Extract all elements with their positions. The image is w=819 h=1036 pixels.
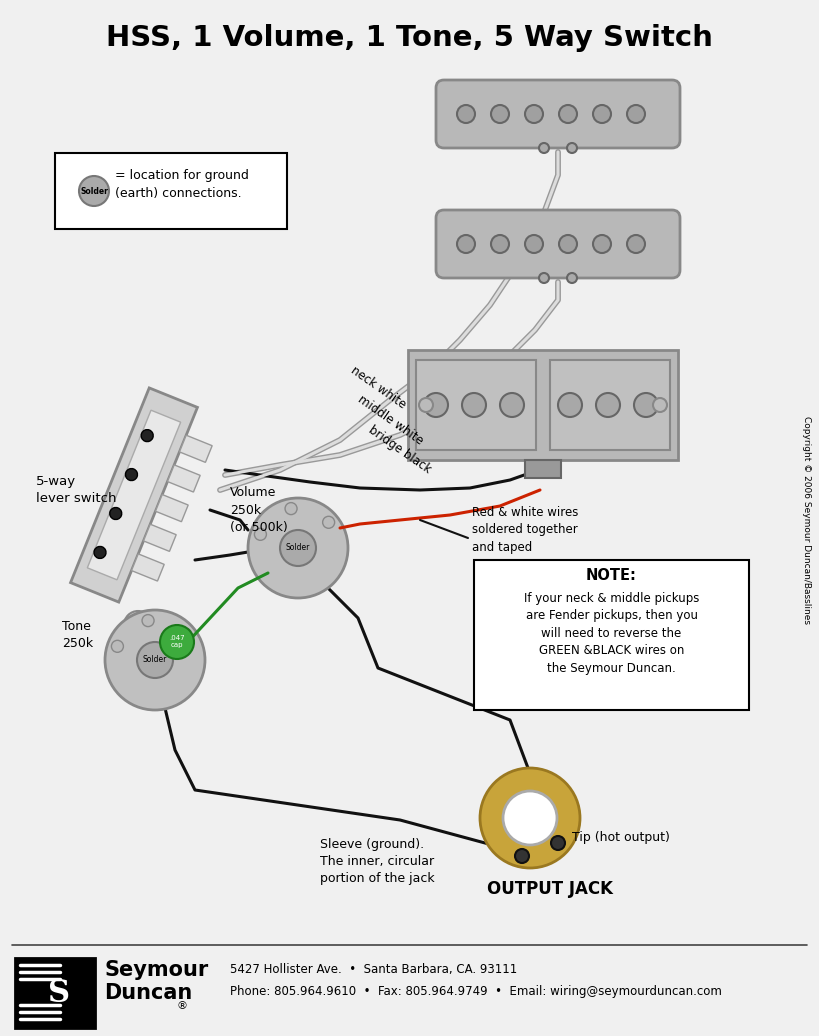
Bar (550, 359, 670, 450)
Text: = location for ground
(earth) connections.: = location for ground (earth) connection… (115, 170, 249, 201)
Circle shape (593, 105, 611, 123)
Text: Phone: 805.964.9610  •  Fax: 805.964.9749  •  Email: wiring@seymourduncan.com: Phone: 805.964.9610 • Fax: 805.964.9749 … (230, 985, 722, 999)
Circle shape (503, 792, 557, 845)
Circle shape (111, 640, 124, 653)
Circle shape (559, 235, 577, 253)
Circle shape (539, 274, 549, 283)
Bar (88, 410, 181, 580)
Circle shape (457, 235, 475, 253)
Circle shape (596, 393, 620, 418)
Circle shape (280, 530, 316, 566)
Bar (179, 435, 212, 462)
Circle shape (627, 235, 645, 253)
Text: Solder: Solder (286, 544, 310, 552)
Circle shape (285, 502, 297, 515)
Text: neck white: neck white (348, 365, 408, 411)
Circle shape (141, 430, 153, 441)
Bar (55, 153, 287, 229)
Text: Red & white wires
soldered together
and taped: Red & white wires soldered together and … (472, 507, 578, 553)
Bar (474, 560, 749, 710)
Text: If your neck & middle pickups
are Fender pickups, then you
will need to reverse : If your neck & middle pickups are Fender… (524, 592, 699, 675)
Text: Volume
250k
(or 500k): Volume 250k (or 500k) (230, 487, 287, 534)
Circle shape (491, 235, 509, 253)
Text: Seymour: Seymour (104, 960, 208, 980)
Circle shape (79, 176, 109, 206)
Circle shape (593, 235, 611, 253)
Circle shape (248, 498, 348, 598)
Text: Sleeve (ground).
The inner, circular
portion of the jack: Sleeve (ground). The inner, circular por… (320, 838, 435, 885)
Bar (15, 958, 95, 1028)
Circle shape (480, 768, 580, 868)
Circle shape (419, 398, 433, 412)
Circle shape (558, 393, 582, 418)
FancyBboxPatch shape (436, 210, 680, 278)
Text: Tip (hot output): Tip (hot output) (572, 832, 670, 844)
Circle shape (255, 528, 266, 541)
Circle shape (515, 848, 529, 863)
Circle shape (110, 508, 122, 519)
Circle shape (125, 468, 138, 481)
Circle shape (491, 105, 509, 123)
Text: middle white: middle white (355, 393, 425, 448)
Circle shape (457, 105, 475, 123)
Bar (416, 359, 536, 450)
Circle shape (634, 393, 658, 418)
Circle shape (462, 393, 486, 418)
Circle shape (525, 235, 543, 253)
Text: Duncan: Duncan (104, 983, 192, 1003)
Bar (408, 350, 678, 460)
Circle shape (627, 105, 645, 123)
Text: ®: ® (176, 1001, 187, 1011)
Text: 5427 Hollister Ave.  •  Santa Barbara, CA. 93111: 5427 Hollister Ave. • Santa Barbara, CA.… (230, 963, 518, 977)
Circle shape (567, 274, 577, 283)
Circle shape (142, 614, 154, 627)
FancyBboxPatch shape (436, 80, 680, 148)
Circle shape (500, 393, 524, 418)
Bar (167, 465, 200, 492)
Circle shape (105, 610, 205, 710)
Circle shape (323, 516, 335, 528)
Text: .047
cap: .047 cap (170, 635, 185, 649)
Text: Solder: Solder (80, 186, 108, 196)
Circle shape (559, 105, 577, 123)
Text: Copyright © 2006 Seymour Duncan/Basslines: Copyright © 2006 Seymour Duncan/Bassline… (802, 416, 811, 624)
Bar (525, 460, 561, 478)
Text: NOTE:: NOTE: (586, 569, 637, 583)
Circle shape (160, 625, 194, 659)
Text: HSS, 1 Volume, 1 Tone, 5 Way Switch: HSS, 1 Volume, 1 Tone, 5 Way Switch (106, 24, 713, 52)
Circle shape (653, 398, 667, 412)
Circle shape (551, 836, 565, 850)
Bar (132, 554, 165, 581)
Text: Tone
250k: Tone 250k (62, 620, 93, 650)
Circle shape (124, 611, 152, 639)
Circle shape (424, 393, 448, 418)
Circle shape (539, 143, 549, 153)
Bar (156, 494, 188, 522)
Circle shape (525, 105, 543, 123)
Circle shape (137, 642, 173, 678)
Text: bridge black: bridge black (366, 424, 434, 477)
Bar (143, 524, 176, 551)
Text: Solder: Solder (143, 656, 167, 664)
Circle shape (94, 546, 106, 558)
Circle shape (179, 628, 192, 640)
Text: 5-way
lever switch: 5-way lever switch (36, 474, 116, 505)
Circle shape (567, 143, 577, 153)
Text: S: S (48, 978, 70, 1008)
Bar (70, 387, 197, 602)
Text: OUTPUT JACK: OUTPUT JACK (487, 880, 613, 898)
